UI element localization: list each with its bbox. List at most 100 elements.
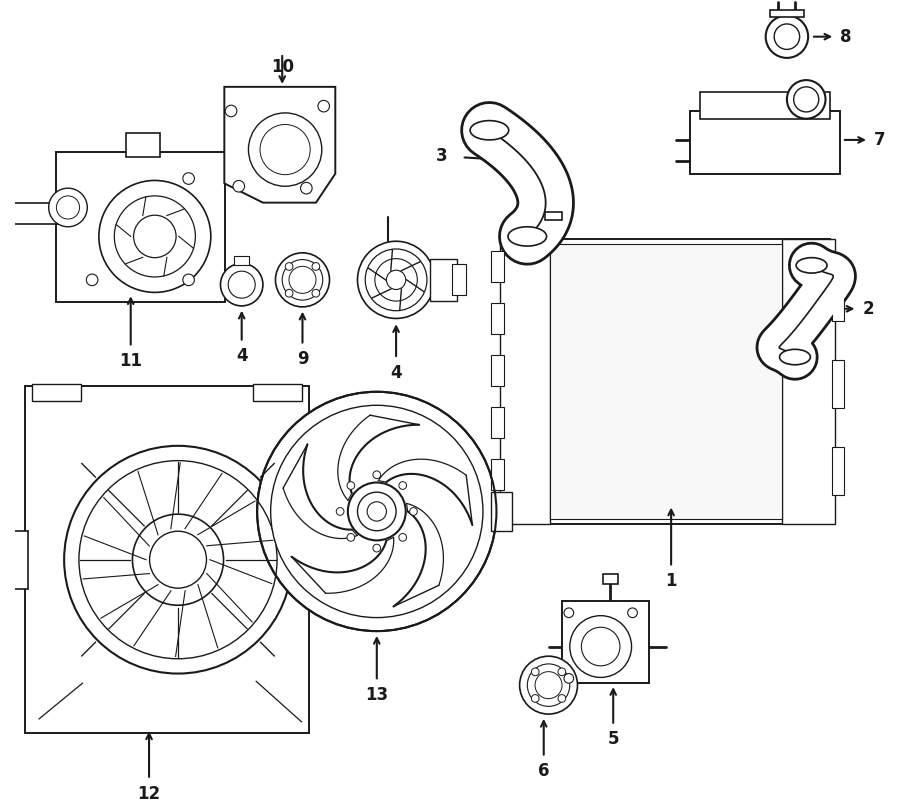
Bar bbox=[544, 212, 562, 220]
Bar bbox=[832, 360, 844, 408]
Bar bbox=[700, 92, 831, 118]
Circle shape bbox=[365, 249, 427, 310]
Bar bbox=[491, 459, 504, 490]
Circle shape bbox=[386, 270, 406, 290]
Bar bbox=[832, 446, 844, 495]
Bar bbox=[690, 111, 840, 174]
Bar bbox=[491, 407, 504, 438]
Polygon shape bbox=[224, 87, 336, 202]
Circle shape bbox=[357, 242, 435, 318]
Circle shape bbox=[531, 668, 539, 676]
Circle shape bbox=[399, 534, 407, 542]
Text: 4: 4 bbox=[391, 364, 402, 382]
Bar bbox=[234, 256, 249, 266]
Bar bbox=[32, 384, 80, 402]
Circle shape bbox=[399, 482, 407, 490]
Bar bbox=[770, 10, 804, 18]
Circle shape bbox=[257, 392, 497, 631]
Circle shape bbox=[774, 24, 799, 50]
Text: 6: 6 bbox=[538, 762, 550, 780]
Ellipse shape bbox=[796, 258, 827, 273]
Circle shape bbox=[318, 100, 329, 112]
Bar bbox=[491, 492, 512, 530]
Bar bbox=[491, 355, 504, 386]
Circle shape bbox=[564, 674, 573, 683]
Circle shape bbox=[564, 608, 573, 618]
Circle shape bbox=[373, 544, 381, 552]
Text: 11: 11 bbox=[119, 352, 142, 370]
Circle shape bbox=[275, 253, 329, 307]
Circle shape bbox=[535, 672, 562, 698]
Ellipse shape bbox=[508, 226, 546, 246]
Circle shape bbox=[183, 274, 194, 286]
Bar bbox=[430, 258, 457, 301]
Bar bbox=[491, 251, 504, 282]
Circle shape bbox=[114, 196, 195, 277]
Circle shape bbox=[312, 262, 319, 270]
Bar bbox=[253, 384, 302, 402]
Circle shape bbox=[787, 80, 825, 118]
Circle shape bbox=[271, 406, 483, 618]
Bar bbox=[126, 133, 159, 158]
Text: 5: 5 bbox=[608, 730, 619, 749]
Bar bbox=[24, 386, 310, 734]
Bar bbox=[551, 244, 782, 519]
Circle shape bbox=[347, 482, 355, 490]
Circle shape bbox=[794, 87, 819, 112]
Bar bbox=[491, 303, 504, 334]
Circle shape bbox=[375, 258, 418, 301]
Text: 12: 12 bbox=[138, 785, 160, 800]
Bar bbox=[502, 239, 831, 524]
Circle shape bbox=[285, 290, 293, 297]
Circle shape bbox=[337, 507, 344, 515]
Circle shape bbox=[229, 271, 256, 298]
Circle shape bbox=[285, 262, 293, 270]
Text: 13: 13 bbox=[365, 686, 389, 704]
Bar bbox=[7, 530, 29, 589]
Circle shape bbox=[132, 514, 223, 606]
Text: 9: 9 bbox=[297, 350, 309, 368]
Circle shape bbox=[367, 502, 386, 521]
Circle shape bbox=[260, 125, 310, 174]
Bar bbox=[452, 265, 465, 295]
Ellipse shape bbox=[470, 121, 508, 140]
Circle shape bbox=[357, 492, 396, 530]
Text: 2: 2 bbox=[862, 300, 874, 318]
Circle shape bbox=[183, 173, 194, 184]
Circle shape bbox=[133, 215, 176, 258]
Circle shape bbox=[312, 290, 319, 297]
Text: 3: 3 bbox=[436, 147, 447, 166]
Text: 4: 4 bbox=[236, 347, 248, 366]
Circle shape bbox=[531, 694, 539, 702]
Circle shape bbox=[373, 471, 381, 478]
Circle shape bbox=[99, 181, 211, 292]
Bar bbox=[832, 273, 844, 322]
Circle shape bbox=[558, 694, 566, 702]
Circle shape bbox=[289, 266, 316, 294]
Bar bbox=[782, 239, 835, 524]
Text: 1: 1 bbox=[665, 572, 677, 590]
Ellipse shape bbox=[779, 350, 810, 365]
Circle shape bbox=[86, 274, 98, 286]
Bar bbox=[500, 239, 551, 524]
Circle shape bbox=[347, 534, 355, 542]
Circle shape bbox=[301, 182, 312, 194]
Circle shape bbox=[347, 482, 406, 540]
Bar bbox=[603, 574, 618, 584]
Circle shape bbox=[49, 188, 87, 226]
Circle shape bbox=[766, 15, 808, 58]
Circle shape bbox=[57, 196, 79, 219]
Circle shape bbox=[283, 259, 323, 300]
Circle shape bbox=[248, 113, 322, 186]
Circle shape bbox=[527, 664, 570, 706]
Text: 10: 10 bbox=[271, 58, 293, 76]
Circle shape bbox=[225, 105, 237, 117]
Text: 7: 7 bbox=[874, 131, 886, 149]
Circle shape bbox=[519, 656, 578, 714]
Circle shape bbox=[558, 668, 566, 676]
Bar bbox=[57, 153, 225, 302]
Bar bbox=[562, 601, 649, 683]
Circle shape bbox=[220, 263, 263, 306]
Circle shape bbox=[233, 181, 245, 192]
Circle shape bbox=[627, 608, 637, 618]
